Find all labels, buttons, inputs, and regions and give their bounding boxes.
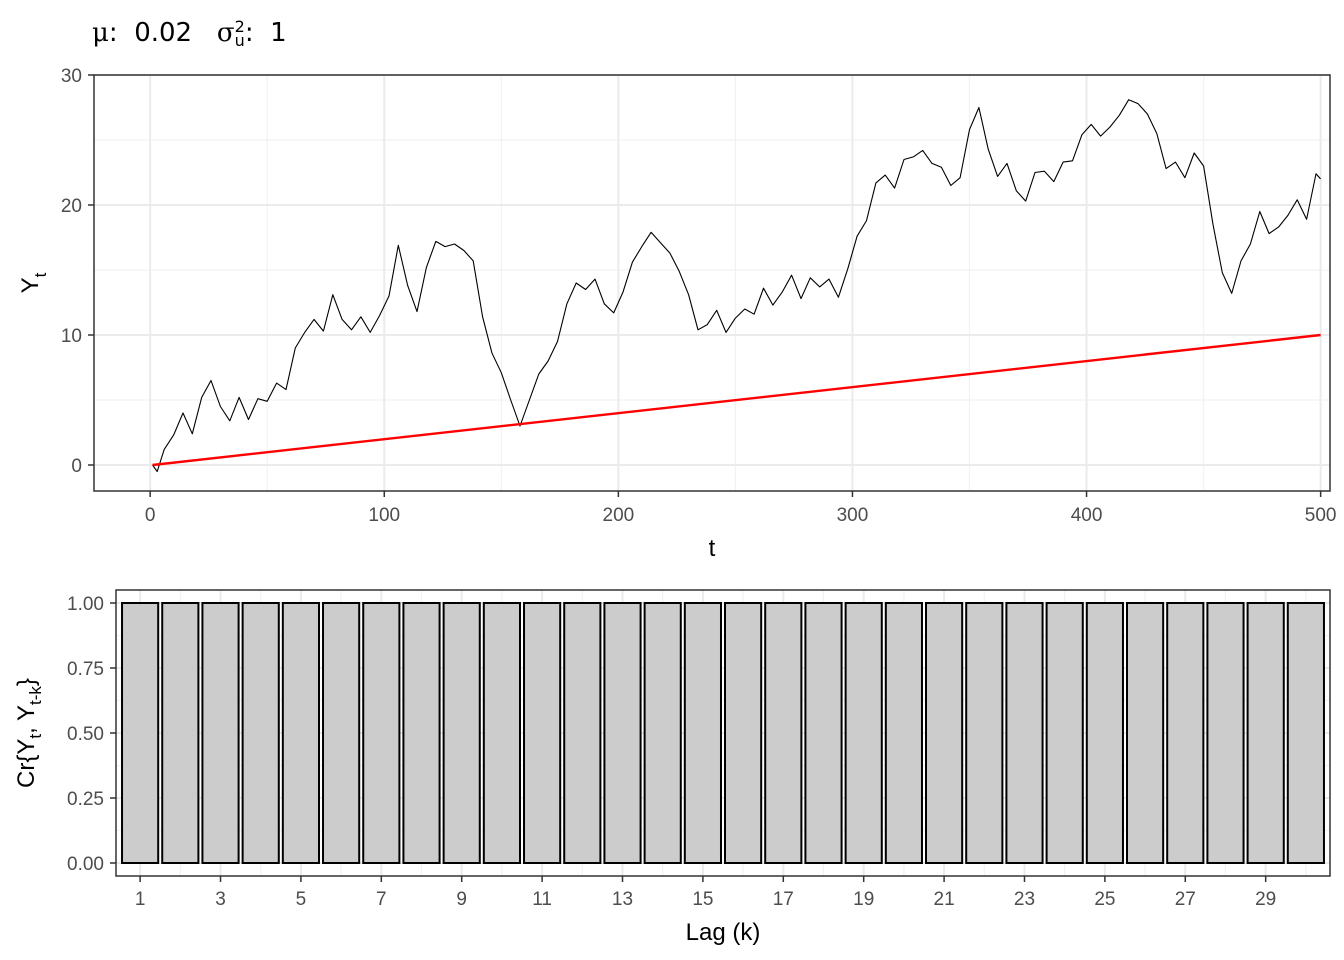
acf-bar: [1286, 602, 1325, 864]
x-tick-label: 300: [837, 505, 869, 526]
acf-bar: [1246, 602, 1285, 864]
x-tick-label: 0: [145, 505, 156, 526]
acf-bar: [1166, 602, 1205, 864]
acf-bar: [643, 602, 682, 864]
sigma-symbol: σ: [216, 18, 235, 48]
x-tick-label: 19: [853, 889, 874, 910]
y-axis-title-subscript: t-k: [26, 686, 45, 705]
x-tick-label: 25: [1094, 889, 1115, 910]
acf-bar: [482, 602, 521, 864]
x-tick-label: 23: [1014, 889, 1035, 910]
acf-bar: [1206, 602, 1245, 864]
acf-bar: [804, 602, 843, 864]
y-tick-label: 0.50: [67, 724, 104, 745]
acf-bar: [362, 602, 401, 864]
acf-bar: [844, 602, 883, 864]
acf-bar: [884, 602, 923, 864]
mu-colon: :: [108, 18, 135, 48]
acf-bar: [1005, 602, 1044, 864]
acf-bar: [1125, 602, 1165, 864]
panel-background: [94, 75, 1330, 491]
panel-border: [93, 74, 1331, 492]
acf-bar: [201, 602, 240, 864]
acf-bar: [925, 602, 964, 864]
y-tick-label: 0.75: [67, 659, 104, 680]
acf-bar: [442, 602, 481, 864]
y-axis-title-part: }: [13, 678, 40, 686]
y-axis-title-part: Cr{Y: [13, 739, 40, 788]
x-tick-label: 15: [692, 889, 713, 910]
y-tick-label: 30: [61, 66, 82, 87]
acf-bar: [1085, 602, 1124, 864]
x-tick-label: 17: [773, 889, 794, 910]
y-tick-label: 0: [71, 456, 82, 477]
y-tick-label: 0.25: [67, 789, 104, 810]
acf-bar: [281, 602, 321, 864]
y-tick-label: 0.00: [67, 854, 104, 875]
x-tick-label: 200: [603, 505, 635, 526]
x-tick-label: 7: [376, 889, 387, 910]
y-axis-title-subscript: t: [26, 734, 45, 739]
x-tick-label: 9: [456, 889, 467, 910]
acf-bar: [161, 602, 200, 864]
mu-symbol: μ: [92, 18, 109, 48]
x-axis-title: Lag (k): [686, 919, 761, 946]
x-tick-label: 1: [135, 889, 146, 910]
acf-bar: [121, 602, 160, 864]
acf-bar: [402, 602, 441, 864]
mu-value: 0.02: [134, 18, 193, 48]
y-axis-title: Yt: [17, 272, 50, 293]
y-tick-label: 20: [61, 196, 82, 217]
x-tick-label: 400: [1071, 505, 1103, 526]
acf-bar: [523, 602, 562, 864]
x-tick-label: 21: [934, 889, 955, 910]
acf-panel: 0.000.250.500.751.001 3 5 7 9 11 13 15 17 19 21 23 2…: [13, 589, 1331, 946]
x-tick-label: 3: [215, 889, 226, 910]
y-tick-label: 1.00: [67, 594, 104, 615]
y-axis-title-part: , Y: [13, 705, 40, 734]
y-axis-title: Cr{Yt, Yt-k}: [13, 678, 45, 788]
acf-bar: [965, 602, 1004, 864]
x-tick-label: 27: [1175, 889, 1196, 910]
sigma-value: 1: [270, 18, 287, 48]
x-tick-label: 11: [532, 889, 552, 910]
acf-bar: [724, 602, 763, 864]
acf-bar: [563, 602, 602, 864]
y-axis-title-subscript: t: [31, 272, 50, 277]
x-tick-label: 5: [296, 889, 307, 910]
sigma-sup: 2: [234, 16, 245, 36]
x-axis-title: t: [709, 535, 716, 562]
x-tick-label: 500: [1305, 505, 1337, 526]
acf-bar: [764, 602, 803, 864]
x-tick-label: 13: [612, 889, 633, 910]
series-line-path: [152, 99, 1322, 473]
sigma-colon: :: [244, 18, 271, 48]
y-tick-label: 10: [61, 326, 82, 347]
y-axis-title-main: Y: [17, 277, 44, 293]
acf-bar: [1045, 602, 1084, 864]
acf-bar: [322, 602, 361, 864]
sigma-sub: u: [234, 30, 245, 50]
panel-border: [115, 589, 1331, 877]
x-tick-label: 29: [1255, 889, 1276, 910]
series-line-drift: [152, 333, 1321, 467]
acf-bar: [683, 602, 722, 864]
acf-bar: [241, 602, 280, 864]
acf-bar: [603, 602, 642, 864]
x-tick-label: 100: [368, 505, 400, 526]
